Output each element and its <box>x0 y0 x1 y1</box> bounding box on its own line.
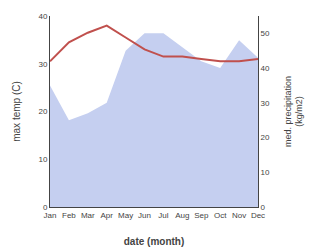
svg-text:50: 50 <box>261 29 270 38</box>
svg-text:Jan: Jan <box>44 211 57 220</box>
svg-text:30: 30 <box>261 99 270 108</box>
svg-text:30: 30 <box>38 60 47 69</box>
svg-text:Jul: Jul <box>158 211 168 220</box>
svg-text:Feb: Feb <box>62 211 76 220</box>
svg-text:Apr: Apr <box>101 211 114 220</box>
svg-text:Jun: Jun <box>138 211 151 220</box>
svg-text:date (month): date (month) <box>124 236 185 247</box>
svg-text:40: 40 <box>261 64 270 73</box>
svg-text:10: 10 <box>261 168 270 177</box>
svg-text:0: 0 <box>43 203 48 212</box>
svg-text:Mar: Mar <box>81 211 95 220</box>
svg-text:20: 20 <box>38 107 47 116</box>
svg-text:20: 20 <box>261 133 270 142</box>
svg-text:med. precipitation(kg/m2): med. precipitation(kg/m2) <box>283 76 305 147</box>
svg-text:Aug: Aug <box>175 211 189 220</box>
svg-text:Oct: Oct <box>214 211 227 220</box>
svg-text:Dec: Dec <box>251 211 265 220</box>
svg-text:May: May <box>118 211 133 220</box>
svg-text:40: 40 <box>38 12 47 21</box>
svg-text:max temp (C): max temp (C) <box>11 81 22 142</box>
svg-text:0: 0 <box>261 203 266 212</box>
svg-text:10: 10 <box>38 155 47 164</box>
svg-text:Nov: Nov <box>232 211 246 220</box>
svg-text:Sep: Sep <box>194 211 209 220</box>
